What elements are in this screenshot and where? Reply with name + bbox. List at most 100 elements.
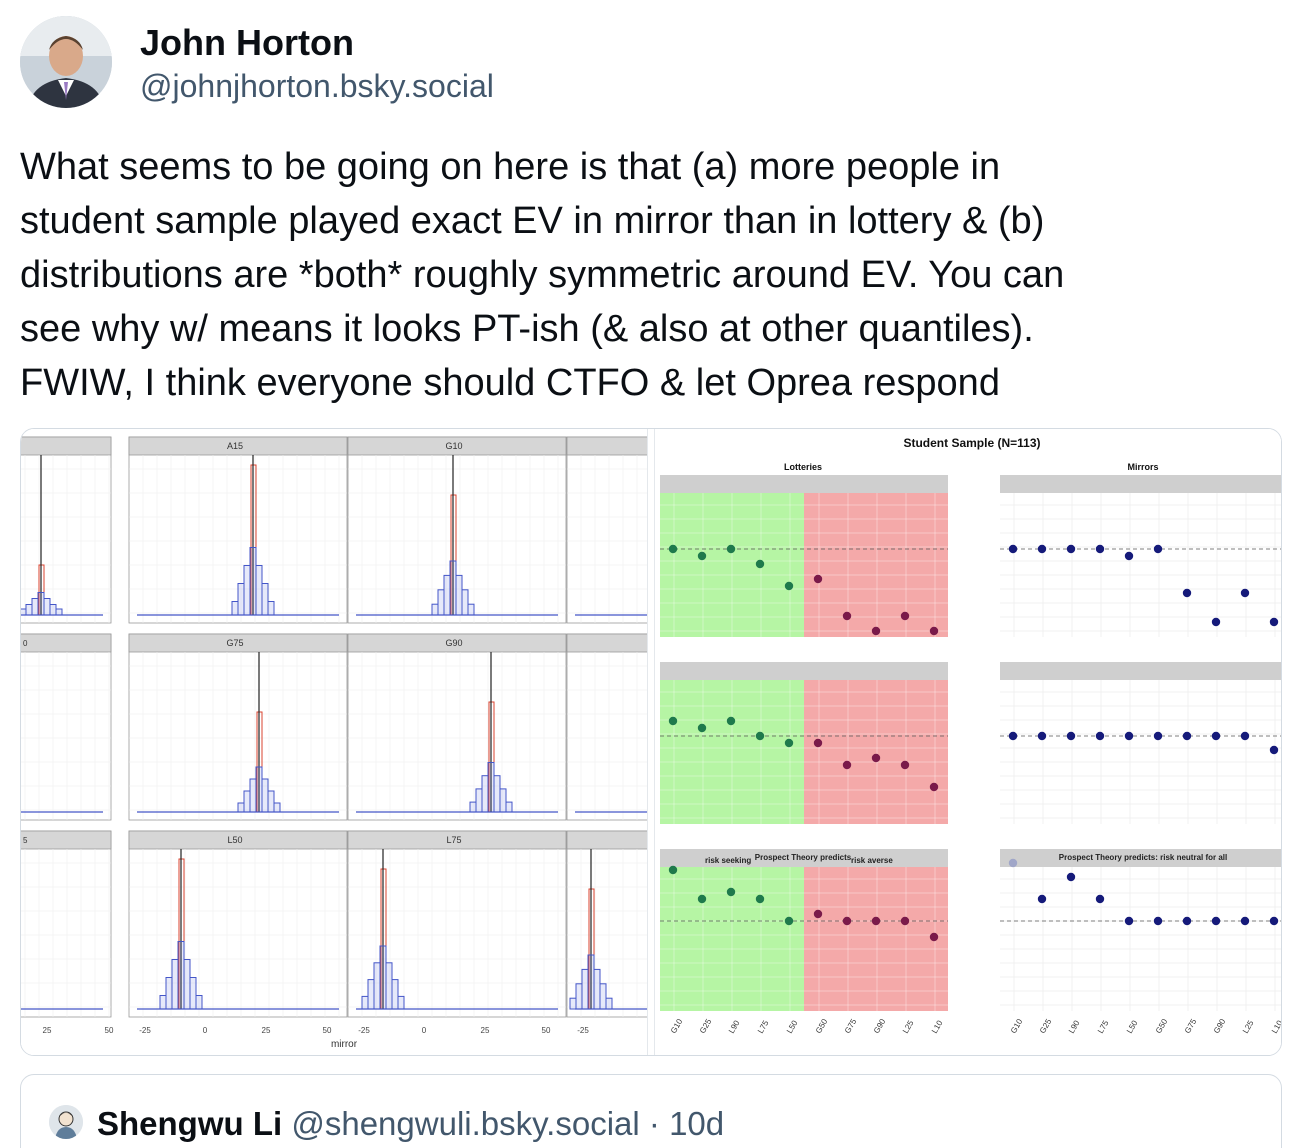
strip-mirrors-pt: Prospect Theory predicts: risk neutral f… [1059,853,1228,862]
post-text-line: see why w/ means it looks PT-ish (& also… [20,308,1034,350]
histogram-panel [21,830,112,1018]
author-display-name[interactable]: John Horton [140,22,354,63]
mirror-dot [1211,731,1221,741]
quote-author-avatar[interactable] [49,1105,83,1139]
mirror-dot [1153,544,1163,554]
quote-separator: · [648,1105,660,1142]
mirror-dot [1008,544,1018,554]
quote-display-name[interactable]: Shengwu Li [97,1105,283,1142]
x-tick: -25 [139,1026,151,1035]
histogram-bar-blue [267,790,275,813]
histogram-labels: A15 G10 G75 G90 L50 L75 0 5 25 50 -25 0 … [23,441,589,1050]
post-text-line: student sample played exact EV in mirror… [20,200,1045,242]
histogram-bar-blue [273,802,281,813]
mirror-dot [1037,731,1047,741]
post-text: What seems to be going on here is that (… [20,140,1290,410]
lottery-dot [871,753,881,763]
lottery-dot [871,626,881,636]
x-tick: 0 [203,1026,208,1035]
post-text-line: What seems to be going on here is that (… [20,146,1001,188]
mirror-dot [1211,617,1221,627]
lottery-dot [842,760,852,770]
mirror-dot [1182,916,1192,926]
author-handle[interactable]: @johnjhorton.bsky.social [140,68,494,104]
panel-strip [566,436,647,456]
histogram-panel [566,633,647,821]
mirror-dot [1240,916,1250,926]
lottery-dot [929,782,939,792]
mirror-dot [1269,617,1279,627]
lottery-dot [668,865,678,875]
x-tick: -25 [358,1026,370,1035]
facet-strip [1000,849,1281,867]
quote-timestamp[interactable]: 10d [669,1105,725,1142]
panel-title-g90: G90 [445,638,462,648]
lottery-dot [668,716,678,726]
mirror-dot [1124,731,1134,741]
lottery-dot [697,551,707,561]
histogram-panel [21,436,112,624]
quote-avatar-icon [49,1105,83,1139]
mirror-dot [1008,858,1018,868]
facet-strip [660,475,948,493]
row3-left-label: 5 [23,836,28,845]
panel-strip [347,436,567,456]
histogram-panel [347,436,567,624]
facet-strip [660,662,948,680]
facet-mirrors-label: Mirrors [1127,462,1158,472]
panel-strip [566,633,647,653]
author-avatar[interactable] [20,16,112,108]
mirror-dot [1124,551,1134,561]
panel-strip [21,830,112,850]
histogram-bar-blue [505,801,513,813]
histogram-image[interactable]: A15 G10 G75 G90 L50 L75 0 5 25 50 -25 0 … [21,429,647,1055]
lottery-dot [755,731,765,741]
mirror-dot [1240,731,1250,741]
mirror-dot [1124,916,1134,926]
risk-averse-region [804,680,948,824]
quote-handle[interactable]: @shengwuli.bsky.social [291,1105,640,1142]
strip-risk-seeking: risk seeking [705,856,751,865]
histogram-bar-blue [499,788,507,813]
risk-averse-region [804,493,948,637]
panel-strip [566,830,647,850]
dotplot-image[interactable]: G10 G10 G25 G25 L90 L90 L75 L75 L50 L50 G50 G50 G75 G… [655,429,1282,1055]
histogram-panel [566,830,647,1018]
strip-pt-predicts: Prospect Theory predicts [755,853,852,862]
x-category-label: L10 [1270,1018,1282,1035]
histogram-panel [21,633,112,821]
histogram-panel [347,633,567,821]
panel-title-g75: G75 [226,638,243,648]
x-tick: 0 [422,1026,427,1035]
histogram-bar-blue [605,997,613,1010]
histogram-panel [566,436,647,624]
lottery-dot [726,544,736,554]
lottery-dot [784,581,794,591]
panel-title-l50: L50 [227,835,242,845]
mirror-dot [1153,731,1163,741]
histogram-panel [128,633,348,821]
facet-lotteries-label: Lotteries [784,462,822,472]
quoted-post-card[interactable]: Shengwu Li @shengwuli.bsky.social · 10d [20,1074,1282,1148]
panel-title-a15: A15 [227,441,243,451]
strip-risk-averse: risk averse [851,856,893,865]
histogram-bar-blue [267,601,275,616]
facet-strip [1000,475,1281,493]
lottery-dot [813,574,823,584]
mirror-dot [1269,916,1279,926]
lottery-dot [813,909,823,919]
lottery-dot [813,738,823,748]
histogram-bar-blue [55,608,63,616]
lottery-dot [900,760,910,770]
histogram-bar-blue [461,589,469,616]
mirror-dot [1095,544,1105,554]
x-tick: -25 [577,1026,589,1035]
mirror-dot [1182,588,1192,598]
dotplot-labels: Student Sample (N=113) Lotteries Mirrors… [705,436,1228,865]
mirror-dot [1037,894,1047,904]
mirror-dot [1182,731,1192,741]
post-header: John Horton @johnjhorton.bsky.social [20,14,1290,110]
mirror-dot [1095,894,1105,904]
lottery-dot [697,894,707,904]
